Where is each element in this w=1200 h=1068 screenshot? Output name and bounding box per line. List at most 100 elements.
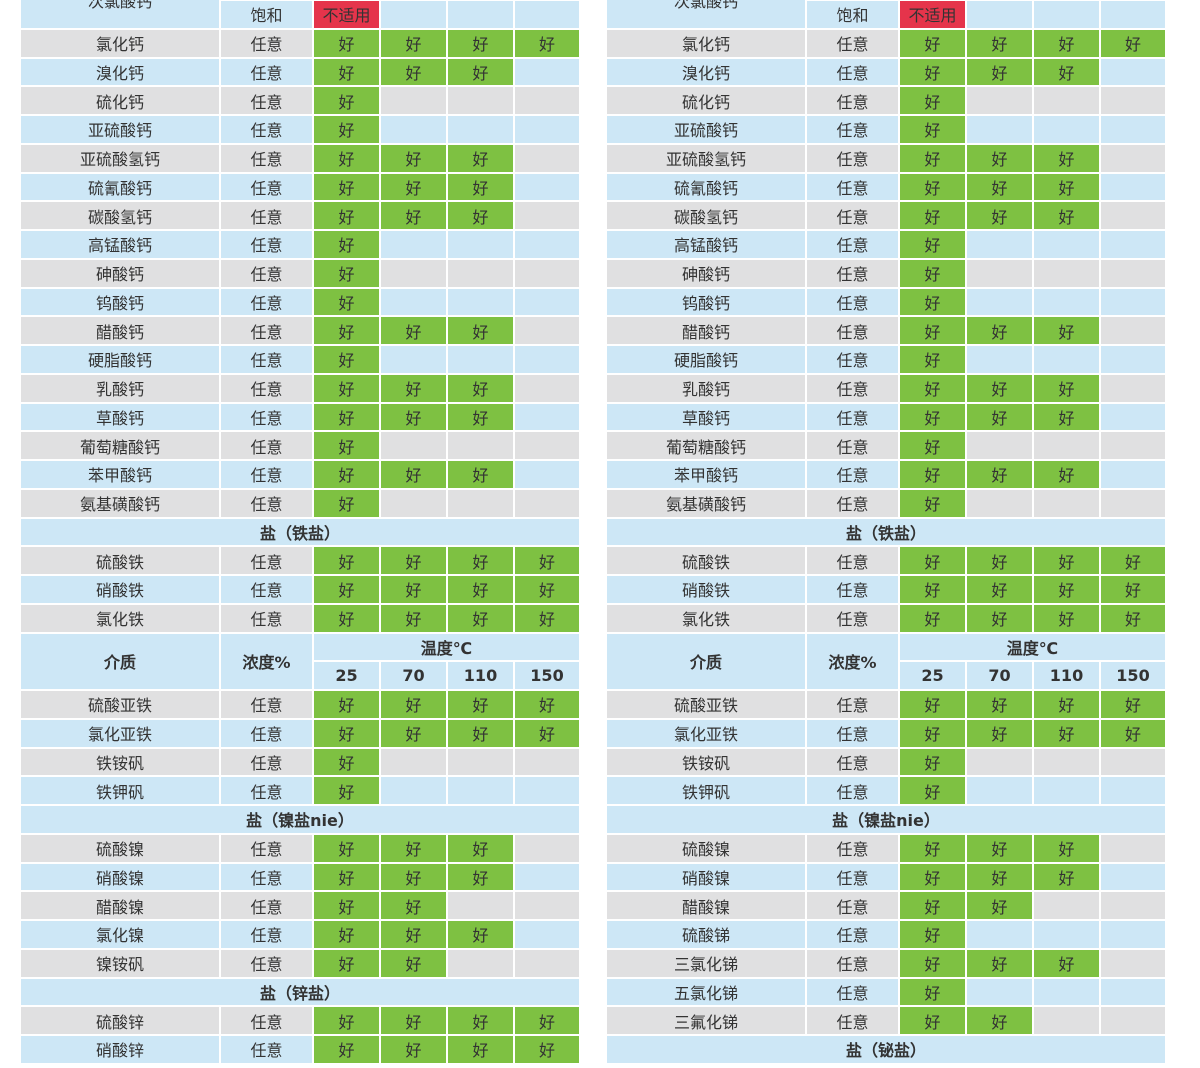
concentration: 任意 [220,115,313,144]
medium-name: 亚硫酸钙 [20,115,220,144]
concentration: 任意 [806,57,899,87]
rating-cell: 好 [899,431,966,460]
empty-cell [1033,431,1100,460]
empty-cell [966,115,1033,144]
empty-cell [380,230,447,259]
header-conc: 浓度% [220,632,313,690]
concentration: 任意 [220,488,313,518]
rating-cell: 好 [1100,718,1166,748]
rating-cell: 好 [899,603,966,633]
rating-cell: 好 [380,143,447,173]
header-medium: 介质 [606,632,806,690]
rating-cell: 好 [966,948,1033,978]
rating-cell: 好 [899,345,966,374]
medium-name: 葡萄糖酸钙 [606,431,806,460]
empty-cell [514,920,580,949]
medium-name: 氯化铁 [20,603,220,633]
rating-cell: 好 [899,833,966,863]
empty-cell [966,230,1033,259]
rating-cell: 好 [1033,57,1100,87]
concentration: 任意 [806,143,899,173]
concentration: 任意 [806,230,899,259]
empty-cell [380,747,447,777]
medium-name: 硫酸锑 [606,920,806,949]
empty-cell [514,431,580,460]
rating-cell: 好 [1100,28,1166,58]
empty-cell [1100,747,1166,777]
rating-cell: 好 [313,488,380,518]
medium-name: 钨酸钙 [20,287,220,317]
rating-cell: 好 [899,115,966,144]
rating-cell: 好 [447,862,514,892]
medium-name: 铁钾矾 [606,776,806,805]
rating-cell: 好 [966,718,1033,748]
rating-cell: 好 [447,402,514,432]
medium-name: 苯甲酸钙 [606,460,806,489]
header-temp-value: 70 [966,661,1033,690]
section-row: 盐（铁盐） [20,517,580,547]
concentration: 任意 [806,402,899,432]
empty-cell [514,230,580,259]
rating-cell: 好 [447,1006,514,1035]
rating-cell: 好 [1033,862,1100,892]
concentration: 任意 [806,86,899,115]
empty-cell [514,0,580,29]
rating-cell: 好 [313,575,380,604]
concentration: 任意 [220,948,313,978]
empty-cell [447,948,514,978]
rating-cell: 好 [313,891,380,920]
concentration: 任意 [806,345,899,374]
rating-cell: 好 [313,86,380,115]
concentration: 任意 [220,345,313,374]
concentration: 任意 [806,575,899,604]
rating-cell: 好 [313,402,380,432]
rating-cell: 好 [1033,316,1100,345]
empty-cell [380,776,447,805]
empty-cell [1100,1006,1166,1035]
rating-cell: 好 [380,28,447,58]
rating-cell: 好 [899,460,966,489]
concentration: 任意 [806,977,899,1007]
concentration: 任意 [220,431,313,460]
concentration: 任意 [220,862,313,892]
rating-cell: 好 [1033,718,1100,748]
rating-cell: 好 [1033,546,1100,575]
rating-cell: 好 [313,258,380,288]
empty-cell [514,201,580,230]
rating-cell: 好 [966,57,1033,87]
empty-cell [966,345,1033,374]
concentration: 任意 [220,316,313,345]
rating-cell: 好 [380,402,447,432]
empty-cell [447,115,514,144]
rating-cell: 好 [514,546,580,575]
empty-cell [514,948,580,978]
rating-cell: 好 [313,948,380,978]
rating-cell: 好 [899,86,966,115]
empty-cell [1100,287,1166,317]
medium-name: 氯化亚铁 [606,718,806,748]
header-temp-value: 25 [313,661,380,690]
rating-cell: 好 [447,460,514,489]
medium-name: 氯化钙 [606,28,806,58]
empty-cell [447,0,514,29]
rating-cell: 好 [447,575,514,604]
medium-name: 氨基磺酸钙 [606,488,806,518]
concentration: 任意 [806,833,899,863]
concentration: 任意 [806,862,899,892]
medium-name: 醋酸镍 [20,891,220,920]
rating-cell: 好 [966,833,1033,863]
concentration: 任意 [806,718,899,748]
rating-cell: 好 [380,575,447,604]
empty-cell [1033,776,1100,805]
empty-cell [1100,833,1166,863]
rating-cell: 好 [380,833,447,863]
medium-name: 高锰酸钙 [20,230,220,259]
concentration: 任意 [806,603,899,633]
rating-cell: 好 [966,862,1033,892]
rating-cell: 好 [380,948,447,978]
concentration: 任意 [806,948,899,978]
rating-cell: 好 [313,115,380,144]
rating-cell: 好 [966,1006,1033,1035]
empty-cell [1100,172,1166,202]
concentration: 任意 [220,718,313,748]
